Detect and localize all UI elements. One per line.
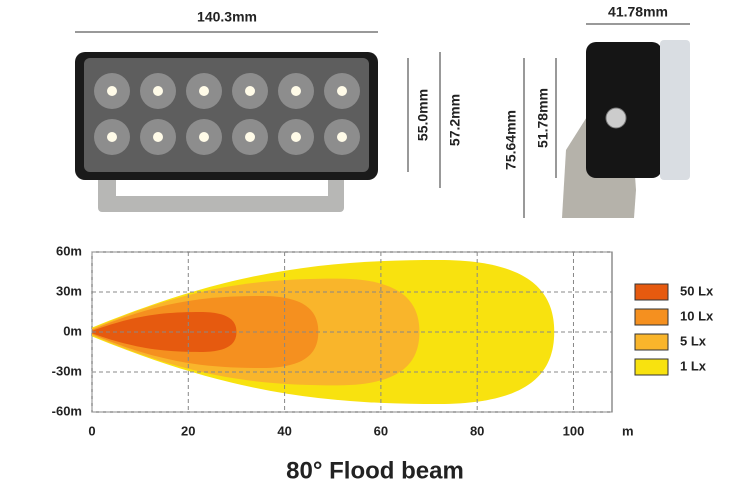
bracket-gap	[116, 178, 328, 196]
dim-label: 75.64mm	[503, 110, 519, 170]
x-tick-label: 0	[88, 423, 95, 438]
legend-label: 50 Lx	[680, 283, 714, 298]
led	[337, 132, 347, 142]
y-tick-label: 0m	[63, 323, 82, 338]
y-tick-label: 60m	[56, 243, 82, 258]
x-tick-label: 40	[277, 423, 291, 438]
led	[291, 86, 301, 96]
legend-label: 10 Lx	[680, 308, 714, 323]
side-view: 41.78mm 75.64mm 51.78mm	[503, 4, 690, 218]
x-tick-label: 20	[181, 423, 195, 438]
legend-swatch	[634, 333, 669, 351]
y-tick-label: -30m	[52, 363, 82, 378]
legend-swatch	[634, 308, 669, 326]
led	[153, 86, 163, 96]
led	[245, 132, 255, 142]
dim-label: 57.2mm	[447, 94, 463, 146]
front-view: 140.3mm 55.0mm 57.2mm	[75, 9, 463, 212]
lens	[660, 40, 690, 180]
y-tick-label: 30m	[56, 283, 82, 298]
chart-title: 80° Flood beam	[286, 457, 464, 484]
led	[199, 132, 209, 142]
x-tick-label: 60	[374, 423, 388, 438]
x-tick-label: 100	[563, 423, 585, 438]
led	[107, 86, 117, 96]
led	[291, 132, 301, 142]
y-tick-label: -60m	[52, 403, 82, 418]
legend-swatch	[634, 358, 669, 376]
led	[245, 86, 255, 96]
dim-label: 41.78mm	[608, 4, 668, 20]
beam-chart: 0 20 40 60 80 100 60m 30m 0m -30m -60m m 50 Lx 10 Lx 5…	[52, 243, 714, 438]
x-axis-label: m	[622, 423, 634, 438]
dim-label: 51.78mm	[535, 88, 551, 148]
led	[153, 132, 163, 142]
led	[337, 86, 347, 96]
led	[107, 132, 117, 142]
x-tick-label: 80	[470, 423, 484, 438]
housing	[586, 42, 662, 178]
lens	[84, 58, 369, 172]
led	[199, 86, 209, 96]
dim-label: 140.3mm	[197, 9, 257, 25]
dim-label: 55.0mm	[415, 89, 431, 141]
legend-label: 1 Lx	[680, 358, 707, 373]
legend-swatch	[634, 283, 669, 301]
legend-label: 5 Lx	[680, 333, 707, 348]
bolt	[605, 107, 627, 129]
